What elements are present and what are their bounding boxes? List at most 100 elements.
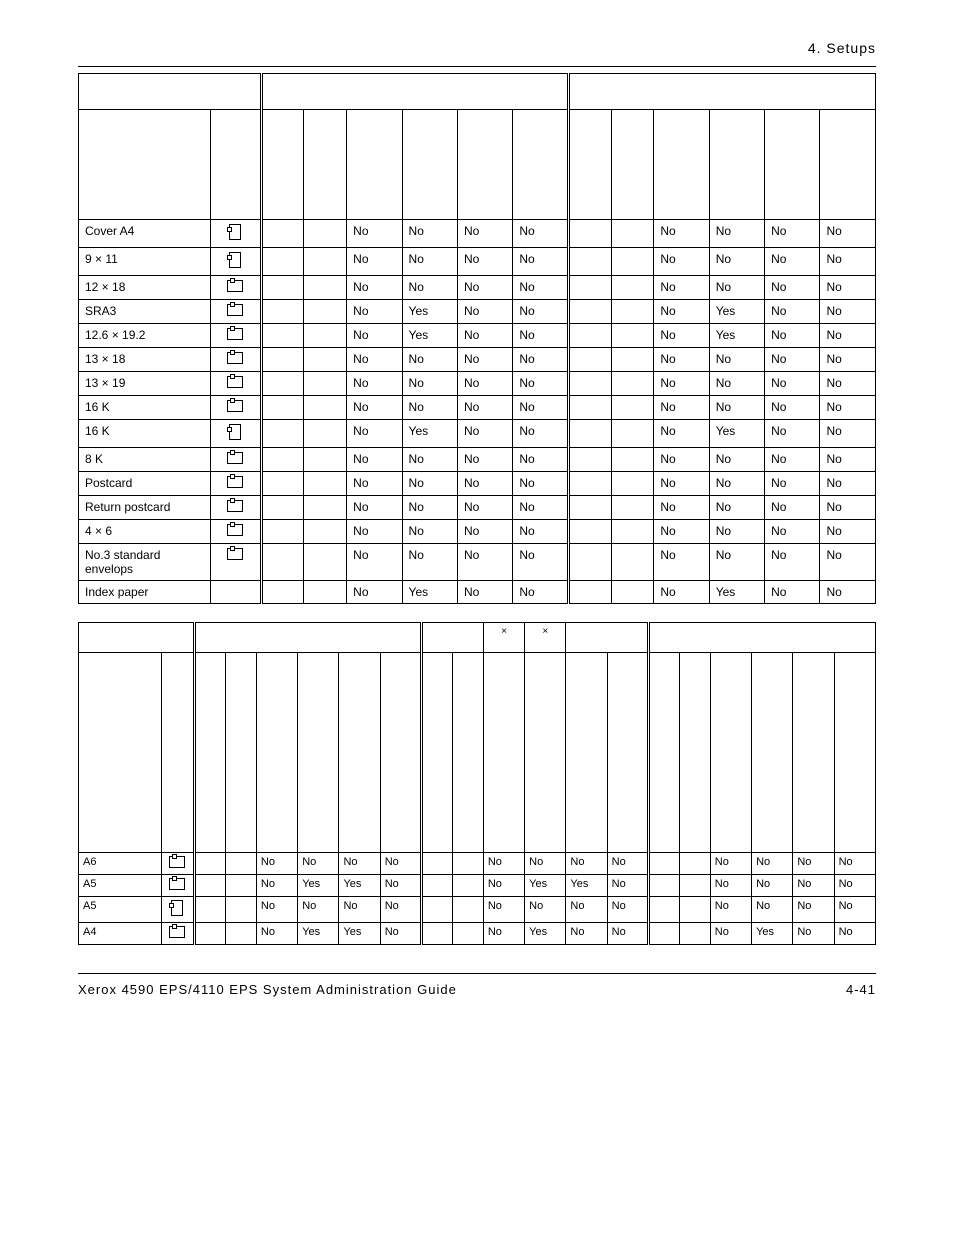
cell — [611, 372, 654, 396]
cell — [568, 420, 611, 448]
cell: No — [380, 897, 421, 923]
cell — [304, 448, 347, 472]
orientation-cell — [211, 448, 261, 472]
table-row: Index paperNoYesNoNoNoYesNoNo — [79, 581, 876, 604]
cell: No — [765, 520, 820, 544]
cell — [304, 220, 347, 248]
table-row: 16 KNoNoNoNoNoNoNoNo — [79, 396, 876, 420]
cell: No — [654, 276, 709, 300]
section-title: 4. Setups — [78, 40, 876, 56]
orientation-landscape-icon — [227, 304, 243, 316]
cell — [261, 348, 304, 372]
cell: No — [513, 324, 568, 348]
cell: No — [820, 348, 876, 372]
cell: No — [457, 448, 512, 472]
cell: No — [566, 897, 607, 923]
cell: Yes — [402, 581, 457, 604]
cell: No — [380, 853, 421, 875]
cell: No — [765, 472, 820, 496]
paper-name: 12.6 × 19.2 — [79, 324, 211, 348]
table-row: A4NoYesYesNoNoYesNoNoNoYesNoNo — [79, 923, 876, 945]
cell — [452, 897, 483, 923]
cell: No — [654, 544, 709, 581]
orientation-cell — [161, 853, 195, 875]
cell: No — [256, 875, 297, 897]
cell: No — [709, 472, 764, 496]
cell: No — [483, 897, 524, 923]
cell — [304, 300, 347, 324]
cell: No — [347, 496, 402, 520]
orientation-landscape-icon — [227, 280, 243, 292]
orientation-landscape-icon — [169, 926, 185, 938]
cell — [261, 420, 304, 448]
table-row: A5NoNoNoNoNoNoNoNoNoNoNoNo — [79, 897, 876, 923]
orientation-cell — [211, 496, 261, 520]
cell — [304, 372, 347, 396]
cell: No — [402, 248, 457, 276]
table-row: PostcardNoNoNoNoNoNoNoNo — [79, 472, 876, 496]
orientation-cell — [211, 472, 261, 496]
cell: No — [256, 853, 297, 875]
page-footer: Xerox 4590 EPS/4110 EPS System Administr… — [78, 973, 876, 997]
cell: No — [820, 220, 876, 248]
cell: No — [457, 496, 512, 520]
cell — [679, 853, 710, 875]
cell: Yes — [525, 923, 566, 945]
cell — [568, 348, 611, 372]
orientation-landscape-icon — [169, 856, 185, 868]
t2-header-row-1: × × — [79, 623, 876, 653]
cell: Yes — [709, 324, 764, 348]
cell: No — [752, 875, 793, 897]
cell — [421, 875, 452, 897]
cell — [304, 581, 347, 604]
cell — [648, 897, 679, 923]
cell: No — [513, 372, 568, 396]
table-row: 4 × 6NoNoNoNoNoNoNoNo — [79, 520, 876, 544]
paper-name: A6 — [79, 853, 162, 875]
cell: No — [513, 544, 568, 581]
cell: No — [457, 276, 512, 300]
orientation-landscape-icon — [227, 328, 243, 340]
cell: No — [380, 875, 421, 897]
cell: No — [380, 923, 421, 945]
cell: No — [820, 276, 876, 300]
cell — [304, 520, 347, 544]
cell: No — [347, 420, 402, 448]
header-rule — [78, 66, 876, 67]
cell: No — [402, 448, 457, 472]
cell: No — [765, 448, 820, 472]
cell: No — [513, 300, 568, 324]
cell: No — [709, 496, 764, 520]
cell: No — [513, 348, 568, 372]
cell — [304, 348, 347, 372]
cell — [568, 472, 611, 496]
orientation-cell — [211, 420, 261, 448]
t2-mark-2: × — [525, 623, 566, 653]
cell — [421, 923, 452, 945]
cell: No — [347, 520, 402, 544]
orientation-cell — [211, 248, 261, 276]
cell: No — [654, 324, 709, 348]
table-row: 12.6 × 19.2NoYesNoNoNoYesNoNo — [79, 324, 876, 348]
cell — [261, 396, 304, 420]
cell: Yes — [525, 875, 566, 897]
paper-name: 9 × 11 — [79, 248, 211, 276]
cell — [568, 276, 611, 300]
cell: No — [457, 300, 512, 324]
paper-size-table-1: Cover A4NoNoNoNoNoNoNoNo9 × 11NoNoNoNoNo… — [78, 73, 876, 604]
orientation-landscape-icon — [169, 878, 185, 890]
cell — [611, 324, 654, 348]
cell: No — [820, 448, 876, 472]
cell — [225, 875, 256, 897]
cell: No — [820, 581, 876, 604]
cell: No — [820, 248, 876, 276]
cell — [452, 923, 483, 945]
cell — [304, 420, 347, 448]
cell: No — [402, 520, 457, 544]
cell: No — [457, 324, 512, 348]
cell: No — [347, 581, 402, 604]
cell: No — [298, 897, 339, 923]
cell: No — [457, 420, 512, 448]
cell — [261, 372, 304, 396]
table-row: 13 × 19NoNoNoNoNoNoNoNo — [79, 372, 876, 396]
